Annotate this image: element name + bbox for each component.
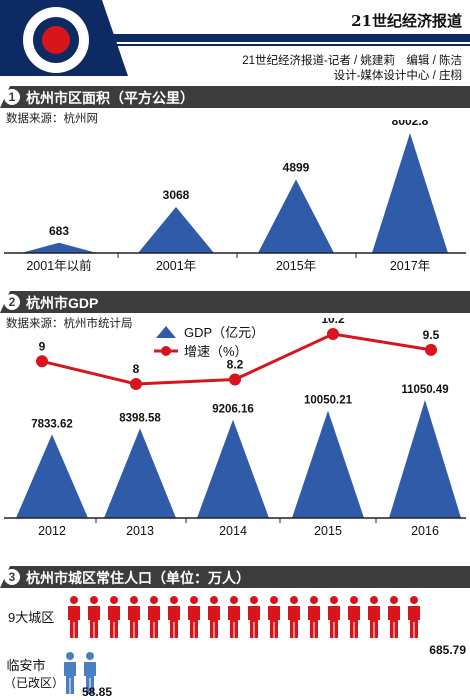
x-tick-label: 2012 [38,524,66,538]
person-icon [268,596,280,638]
person-icon [208,596,220,638]
section-3-number: 3 [4,569,20,585]
legend-gdp-label: GDP（亿元） [184,325,264,340]
target-logo-center [42,26,70,54]
person-icon [308,596,320,638]
area-peak [21,242,97,253]
section-2-number: 2 [4,294,20,310]
x-tick-label: 2001年以前 [26,258,91,273]
section-2-source: 数据来源：杭州市统计局 [6,318,133,330]
gdp-peak [104,428,176,518]
category-label: 临安市 [6,658,45,673]
person-icon [388,596,400,638]
growth-point [327,328,339,340]
person-icon [408,596,420,638]
growth-data-label: 10.2 [321,318,345,326]
legend-growth-label: 增速（%） [184,344,248,359]
area-peak [372,133,448,253]
gdp-data-label: 8398.58 [119,412,161,424]
person-icon [148,596,160,638]
person-icon [64,652,76,694]
x-tick-label: 2015年 [276,259,316,273]
growth-point [130,378,142,390]
x-tick-label: 2014 [219,524,247,538]
gdp-chart: GDP（亿元） 增速（%） 7833.62 2012 8398.58 2013 9206.1… [4,318,466,538]
person-icon [348,596,360,638]
legend-dot-icon [161,346,171,356]
person-icon [228,596,240,638]
person-icon [68,596,80,638]
section-2-title-bar: 2 杭州市GDP [0,291,470,313]
person-icon [248,596,260,638]
growth-point [36,355,48,368]
data-label: 3068 [163,188,190,202]
section-1-number: 1 [4,89,20,105]
section-1-title: 杭州市区面积（平方公里） [26,90,194,106]
person-icon [328,596,340,638]
gdp-data-label: 11050.49 [401,384,448,396]
person-icon [168,596,180,638]
growth-point [425,343,437,356]
category-label: 9大城区 [8,610,54,625]
x-tick-label: 2013 [126,524,154,538]
data-label: 8002.8 [392,120,429,128]
area-peak [138,206,214,253]
legend-box [150,320,302,366]
person-icon [368,596,380,638]
area-chart: 683 2001年以前 3068 2001年 4899 2015年 8002.8 2017年 [4,120,466,273]
data-label: 4899 [283,161,310,175]
header-stripe [0,34,470,42]
x-tick-label: 2017年 [390,259,430,273]
gdp-data-label: 7833.62 [31,418,73,430]
area-peak [258,179,334,253]
data-label: 685.79 [429,643,466,657]
growth-data-label: 8.2 [227,357,244,371]
section-2-title: 杭州市GDP [26,295,99,311]
header-stripe-thin [0,44,470,46]
x-tick-label: 2016 [411,524,439,538]
category-label: （已改区） [4,676,64,690]
person-icon [108,596,120,638]
person-icon [128,596,140,638]
credit-line-2: 设计-媒体设计中心 / 庄栩 [333,70,462,82]
person-icon [84,652,96,694]
person-icon [88,596,100,638]
data-label: 683 [49,224,69,238]
gdp-data-label: 9206.16 [212,404,254,416]
growth-data-label: 8 [133,362,140,376]
person-icon [188,596,200,638]
person-icon [288,596,300,638]
gdp-peak [197,419,269,518]
gdp-peak [16,434,88,518]
growth-data-label: 9 [39,339,46,353]
gdp-peak [389,400,461,518]
section-3-title: 杭州市城区常住人口（单位：万人） [26,570,250,586]
growth-data-label: 9.5 [423,328,440,342]
section-1-source: 数据来源：杭州网 [6,113,98,125]
growth-point [229,373,241,386]
section-3-title-bar: 3 杭州市城区常住人口（单位：万人） [0,566,470,588]
x-tick-label: 2015 [314,524,342,538]
data-label: 58.85 [82,685,112,699]
gdp-data-label: 10050.21 [304,395,353,407]
gdp-peak [292,410,364,518]
x-tick-label: 2001年 [156,259,196,273]
credit-line-1: 21世纪经济报道-记者 / 姚建莉 编辑 / 陈洁 [242,55,462,67]
legend-triangle-icon [156,326,176,338]
brand-title: 21世纪经济报道 [351,12,462,30]
section-1-title-bar: 1 杭州市区面积（平方公里） [0,86,470,108]
population-chart: 9大城区 685.79 临安市 （已改区） 58.85 [4,596,466,699]
header-graphic [0,0,470,76]
